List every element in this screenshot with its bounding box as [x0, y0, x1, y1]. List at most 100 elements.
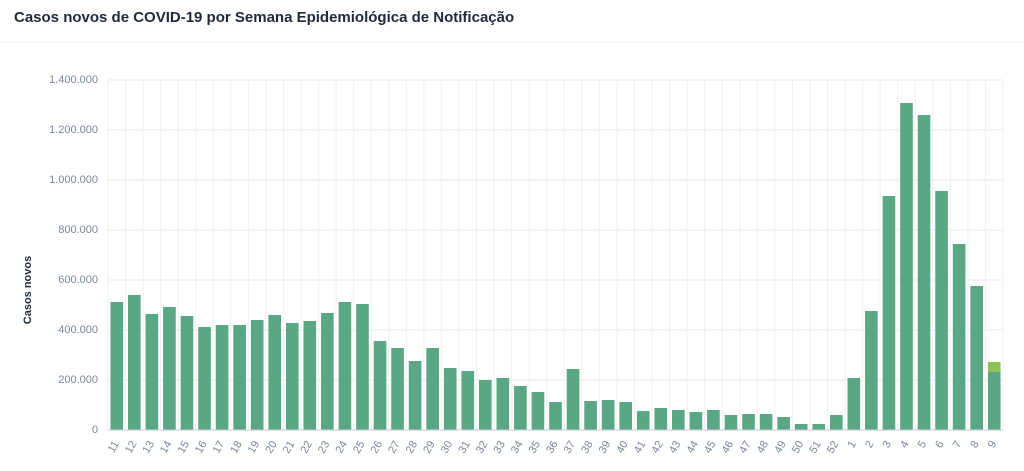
x-tick-label: 26	[369, 439, 386, 456]
bar	[865, 311, 878, 430]
bar	[970, 286, 983, 430]
y-tick-label: 200.000	[58, 374, 98, 386]
x-tick-label: 41	[632, 439, 649, 456]
bar	[408, 361, 422, 430]
bar	[707, 410, 720, 430]
x-tick-label: 39	[597, 439, 614, 456]
x-tick-label: 31	[456, 439, 473, 456]
bar	[496, 378, 510, 430]
x-tick-label: 1	[845, 439, 858, 450]
bar	[917, 115, 931, 430]
bar	[619, 402, 633, 430]
x-tick-label: 30	[439, 439, 456, 456]
bar	[672, 410, 685, 430]
x-tick-label: 3	[881, 439, 894, 450]
bar	[268, 315, 282, 430]
y-axis-label: Casos novos	[22, 256, 34, 324]
x-tick-label: 13	[140, 439, 157, 456]
x-tick-label: 42	[649, 439, 666, 456]
y-tick-label: 400.000	[58, 324, 98, 336]
bar	[584, 401, 597, 430]
y-tick-label: 1.000.000	[49, 174, 98, 186]
bar	[566, 369, 580, 430]
y-tick-label: 800.000	[58, 224, 98, 236]
x-tick-label: 4	[898, 439, 911, 450]
bar	[847, 378, 861, 430]
bar	[443, 368, 457, 430]
x-tick-label: 44	[684, 439, 701, 456]
x-tick-label: 5	[916, 439, 929, 450]
bar	[900, 103, 913, 430]
x-tick-label: 38	[579, 439, 596, 456]
x-tick-label: 40	[614, 439, 631, 456]
x-tick-label: 14	[158, 439, 175, 456]
bar	[549, 402, 562, 430]
bar	[163, 307, 176, 430]
x-tick-label: 22	[298, 439, 315, 456]
bar	[128, 295, 141, 430]
bar	[478, 380, 492, 430]
x-tick-label: 23	[316, 439, 333, 456]
bar	[426, 348, 439, 430]
bar	[601, 400, 615, 430]
bar	[742, 414, 755, 430]
x-tick-label: 25	[351, 439, 368, 456]
bar	[777, 417, 790, 430]
bar	[654, 408, 668, 430]
bar	[233, 325, 246, 430]
x-tick-label: 43	[667, 439, 684, 456]
bar	[636, 411, 650, 430]
bar	[724, 415, 738, 430]
bar	[321, 313, 334, 430]
bar	[461, 371, 475, 430]
x-tick-label: 52	[825, 439, 842, 456]
bar	[829, 415, 843, 430]
y-tick-label: 1.400.000	[49, 74, 98, 86]
x-tick-label: 34	[509, 439, 526, 456]
bar	[531, 392, 545, 430]
x-tick-label: 33	[491, 439, 508, 456]
x-tick-label: 6	[933, 439, 946, 450]
x-tick-label: 8	[968, 439, 981, 450]
y-tick-label: 600.000	[58, 274, 98, 286]
x-tick-label: 19	[246, 439, 263, 456]
x-tick-label: 35	[527, 439, 544, 456]
x-tick-label: 45	[702, 439, 719, 456]
bar	[215, 325, 229, 430]
y-tick-label: 0	[92, 424, 98, 436]
bar	[373, 341, 387, 430]
bar	[338, 302, 352, 430]
y-tick-label: 1.200.000	[49, 124, 98, 136]
x-tick-label: 50	[790, 439, 807, 456]
bar	[935, 191, 948, 430]
x-tick-label: 17	[211, 439, 228, 456]
x-tick-label: 7	[951, 439, 964, 450]
bar	[987, 362, 1001, 372]
x-tick-label: 12	[123, 439, 140, 456]
x-tick-label: 18	[228, 439, 245, 456]
x-tick-label: 47	[737, 439, 754, 456]
x-tick-label: 11	[106, 439, 122, 455]
x-tick-label: 51	[807, 439, 824, 456]
x-tick-label: 27	[386, 439, 403, 456]
bar	[250, 320, 264, 430]
x-tick-label: 16	[193, 439, 210, 456]
bar	[110, 302, 124, 430]
bar	[794, 424, 808, 430]
bar	[145, 314, 159, 430]
x-tick-label: 29	[421, 439, 438, 456]
x-tick-label: 2	[863, 439, 876, 450]
x-tick-label: 49	[772, 439, 789, 456]
bar	[689, 412, 703, 430]
bar	[812, 424, 826, 430]
bar	[514, 386, 527, 430]
x-tick-label: 48	[755, 439, 772, 456]
x-tick-label: 9	[986, 439, 999, 450]
x-tick-label: 46	[720, 439, 737, 456]
bar	[391, 348, 404, 430]
bar	[198, 327, 211, 430]
x-tick-label: 36	[544, 439, 561, 456]
bar	[180, 316, 194, 430]
bar	[356, 304, 369, 430]
